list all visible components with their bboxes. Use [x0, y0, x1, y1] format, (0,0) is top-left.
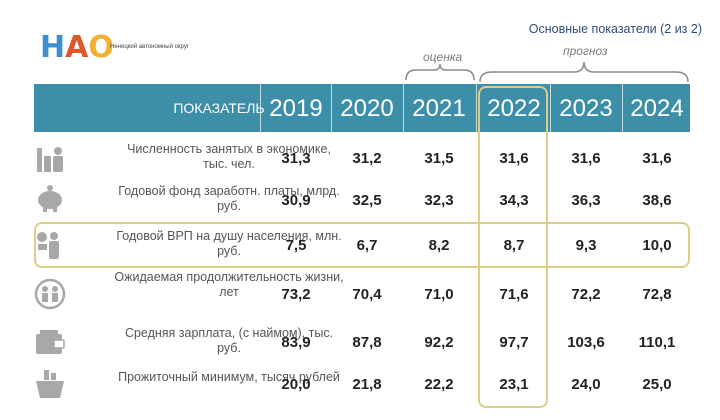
table-row: Ожидаемая продолжительность жизни, лет 7… — [34, 270, 690, 322]
highlight-column-frame — [478, 86, 548, 408]
wallet-icon — [36, 330, 65, 354]
value-cell: 110,1 — [638, 334, 676, 351]
value-cell: 20,0 — [281, 376, 311, 393]
value-cell: 31,5 — [424, 150, 454, 167]
value-cell: 87,8 — [352, 334, 382, 351]
logo-letter-n: Н — [40, 30, 66, 65]
value-cell: 83,9 — [281, 334, 311, 351]
value-cell: 72,2 — [571, 286, 601, 303]
value-cell: 7,5 — [285, 237, 307, 254]
value-cell: 92,2 — [424, 334, 454, 351]
table-row-highlighted: Годовой ВРП на душу населения, млн. руб.… — [34, 224, 690, 266]
value-cell: 70,4 — [352, 286, 382, 303]
row-label: Годовой ВРП на душу населения, млн. руб. — [116, 229, 342, 258]
value-cell: 36,3 — [571, 192, 601, 209]
row-label: Ожидаемая продолжительность жизни, лет — [114, 270, 344, 299]
value-cell: 21,8 — [352, 376, 382, 393]
value-cell: 30,9 — [281, 192, 311, 209]
family-icon — [34, 278, 66, 310]
table-row: Прожиточный минимум, тысяч рублей 20,0 2… — [34, 366, 690, 406]
table-header: ПОКАЗАТЕЛЬ 2019 2020 2021 2022 2023 2024 — [34, 84, 690, 132]
forecast-brace — [479, 61, 689, 83]
value-cell: 31,6 — [571, 150, 601, 167]
table-row: Годовой фонд заработн. платы, млрд. руб.… — [34, 180, 690, 220]
value-cell: 25,0 — [642, 376, 672, 393]
value-cell: 38,6 — [642, 192, 672, 209]
value-cell: 71,0 — [424, 286, 454, 303]
value-cell: 72,8 — [642, 286, 672, 303]
value-cell: 31,6 — [499, 150, 529, 167]
value-cell: 23,1 — [499, 376, 529, 393]
basket-icon — [36, 370, 64, 398]
piggy-bank-icon — [38, 185, 62, 212]
value-cell: 71,6 — [499, 286, 529, 303]
row-label: Прожиточный минимум, тысяч рублей — [118, 370, 340, 384]
forecast-label: прогноз — [563, 44, 608, 58]
page-title: Основные показатели (2 из 2) — [528, 22, 702, 36]
value-cell: 97,7 — [499, 334, 529, 351]
year-header-2020: 2020 — [340, 95, 394, 122]
year-header-2019: 2019 — [269, 95, 323, 122]
indicator-column-header: ПОКАЗАТЕЛЬ — [173, 100, 265, 116]
value-cell: 22,2 — [424, 376, 454, 393]
person-money-icon — [37, 232, 59, 259]
logo-letters: НАО — [40, 30, 114, 65]
value-cell: 8,7 — [503, 237, 525, 254]
value-cell: 9,3 — [575, 237, 597, 254]
table-row: Численность занятых в экономике, тыс. че… — [34, 138, 690, 178]
workers-icon — [37, 147, 63, 172]
year-header-2021: 2021 — [412, 95, 466, 122]
value-cell: 103,6 — [567, 334, 605, 351]
table-row: Средняя зарплата, (с наймом), тыс. руб. … — [34, 322, 690, 362]
value-cell: 31,3 — [281, 150, 311, 167]
logo: НАО Ненецкий автономный округ — [40, 28, 189, 78]
value-cell: 24,0 — [571, 376, 601, 393]
estimate-brace — [405, 63, 475, 81]
row-label: Средняя зарплата, (с наймом), тыс. руб. — [124, 326, 334, 355]
value-cell: 8,2 — [428, 237, 450, 254]
value-cell: 34,3 — [499, 192, 529, 209]
row-label: Численность занятых в экономике, тыс. че… — [127, 142, 331, 171]
value-cell: 32,5 — [352, 192, 382, 209]
year-header-2024: 2024 — [630, 95, 684, 122]
estimate-label: оценка — [423, 50, 463, 64]
value-cell: 32,3 — [424, 192, 454, 209]
value-cell: 73,2 — [281, 286, 311, 303]
logo-subtitle: Ненецкий автономный округ — [110, 44, 190, 50]
value-cell: 10,0 — [642, 237, 672, 254]
logo-letter-a: А — [65, 30, 89, 65]
year-header-2022: 2022 — [487, 95, 541, 122]
logo-letter-o: О — [88, 30, 114, 65]
highlight-row-frame — [34, 222, 690, 268]
row-label: Годовой фонд заработн. платы, млрд. руб. — [118, 184, 340, 213]
value-cell: 31,6 — [642, 150, 672, 167]
value-cell: 6,7 — [356, 237, 378, 254]
year-header-2023: 2023 — [559, 95, 613, 122]
value-cell: 31,2 — [352, 150, 382, 167]
